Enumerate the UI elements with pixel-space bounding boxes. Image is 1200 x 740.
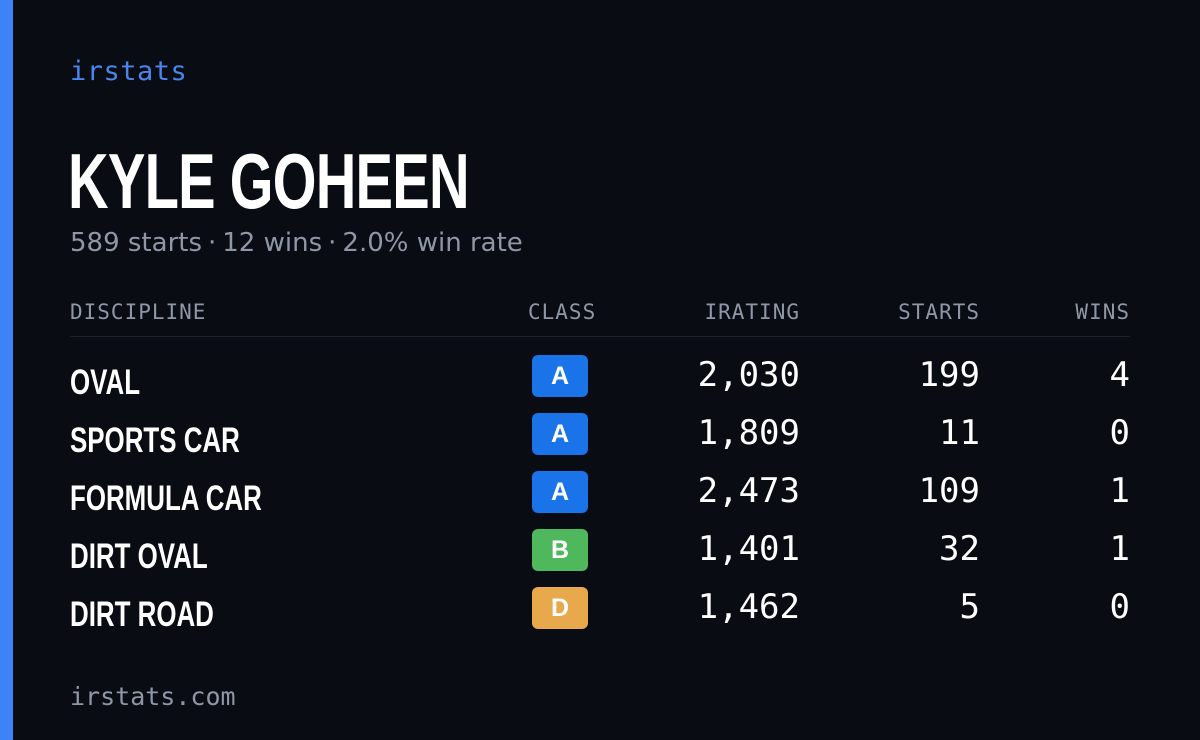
summary-starts: 589 starts [70, 228, 202, 258]
wins-value: 0 [1109, 413, 1130, 453]
class-badge: A [532, 413, 588, 455]
irating-value: 1,462 [697, 587, 800, 627]
table-row: DIRT OVAL B 1,401 32 1 [70, 527, 1130, 585]
stats-table: DISCIPLINE CLASS IRATING STARTS WINS OVA… [70, 296, 1130, 643]
accent-bar [0, 0, 13, 740]
header-class: CLASS [528, 300, 597, 324]
header-wins: WINS [1075, 300, 1130, 324]
table-row: OVAL A 2,030 199 4 [70, 353, 1130, 411]
table-row: SPORTS CAR A 1,809 11 0 [70, 411, 1130, 469]
irating-value: 2,473 [697, 471, 800, 511]
discipline-name: SPORTS CAR [70, 421, 240, 460]
table-row: FORMULA CAR A 2,473 109 1 [70, 469, 1130, 527]
irating-value: 1,809 [697, 413, 800, 453]
summary-separator: · [208, 228, 217, 258]
starts-value: 32 [939, 529, 980, 569]
irating-value: 2,030 [697, 355, 800, 395]
wins-value: 1 [1109, 529, 1130, 569]
starts-value: 11 [939, 413, 980, 453]
starts-value: 109 [918, 471, 980, 511]
table-header: DISCIPLINE CLASS IRATING STARTS WINS [70, 296, 1130, 337]
class-badge: D [532, 587, 588, 629]
class-badge: A [532, 471, 588, 513]
header-discipline: DISCIPLINE [70, 300, 207, 324]
footer-url: irstats.com [70, 682, 236, 711]
table-row: DIRT ROAD D 1,462 5 0 [70, 585, 1130, 643]
driver-summary: 589 starts · 12 wins · 2.0% win rate [70, 228, 523, 258]
wins-value: 4 [1109, 355, 1130, 395]
table-body: OVAL A 2,030 199 4 SPORTS CAR A 1,809 11… [70, 337, 1130, 643]
header-starts: STARTS [898, 300, 980, 324]
class-badge: B [532, 529, 588, 571]
wins-value: 0 [1109, 587, 1130, 627]
driver-name: KYLE GOHEEN [68, 137, 470, 225]
summary-separator: · [328, 228, 337, 258]
starts-value: 5 [959, 587, 980, 627]
discipline-name: OVAL [70, 363, 141, 402]
summary-win-rate: 2.0% win rate [342, 228, 523, 258]
irating-value: 1,401 [697, 529, 800, 569]
discipline-name: DIRT ROAD [70, 595, 214, 634]
discipline-name: DIRT OVAL [70, 537, 208, 576]
starts-value: 199 [918, 355, 980, 395]
brand-logo: irstats [70, 56, 188, 87]
header-irating: IRATING [704, 300, 800, 324]
discipline-name: FORMULA CAR [70, 479, 262, 518]
class-badge: A [532, 355, 588, 397]
summary-wins: 12 wins [222, 228, 323, 258]
wins-value: 1 [1109, 471, 1130, 511]
